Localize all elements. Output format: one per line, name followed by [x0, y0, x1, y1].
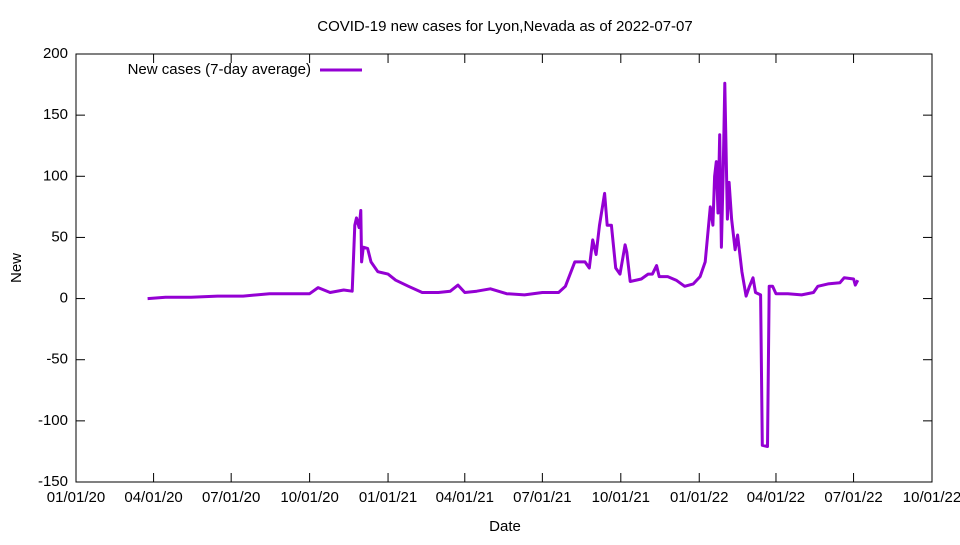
x-tick-label: 07/01/21	[513, 489, 571, 506]
x-tick-label: 04/01/20	[124, 489, 182, 506]
data-line	[147, 81, 860, 448]
y-tick-label: 50	[51, 228, 68, 245]
legend-label: New cases (7-day average)	[128, 61, 311, 78]
x-tick-label: 10/01/21	[592, 489, 650, 506]
x-tick-label: 07/01/20	[202, 489, 260, 506]
x-tick-label: 01/01/21	[359, 489, 417, 506]
x-tick-label: 01/01/20	[47, 489, 105, 506]
plot-frame	[75, 53, 933, 483]
x-axis-label: Date	[489, 518, 521, 535]
y-tick-label: -150	[38, 473, 68, 490]
y-tick-label: 100	[43, 167, 68, 184]
y-tick-label: 150	[43, 106, 68, 123]
x-tick-label: 01/01/22	[670, 489, 728, 506]
x-tick-label: 04/01/21	[436, 489, 494, 506]
x-tick-label: 10/01/22	[903, 489, 960, 506]
y-tick-label: 0	[60, 290, 68, 307]
x-tick-label: 04/01/22	[747, 489, 805, 506]
y-tick-label: 200	[43, 45, 68, 62]
y-tick-label: -100	[38, 412, 68, 429]
y-tick-label: -50	[46, 351, 68, 368]
x-tick-label: 10/01/20	[280, 489, 338, 506]
y-axis-label: New	[8, 253, 25, 283]
x-tick-label: 07/01/22	[824, 489, 882, 506]
chart-title: COVID-19 new cases for Lyon,Nevada as of…	[317, 18, 692, 35]
